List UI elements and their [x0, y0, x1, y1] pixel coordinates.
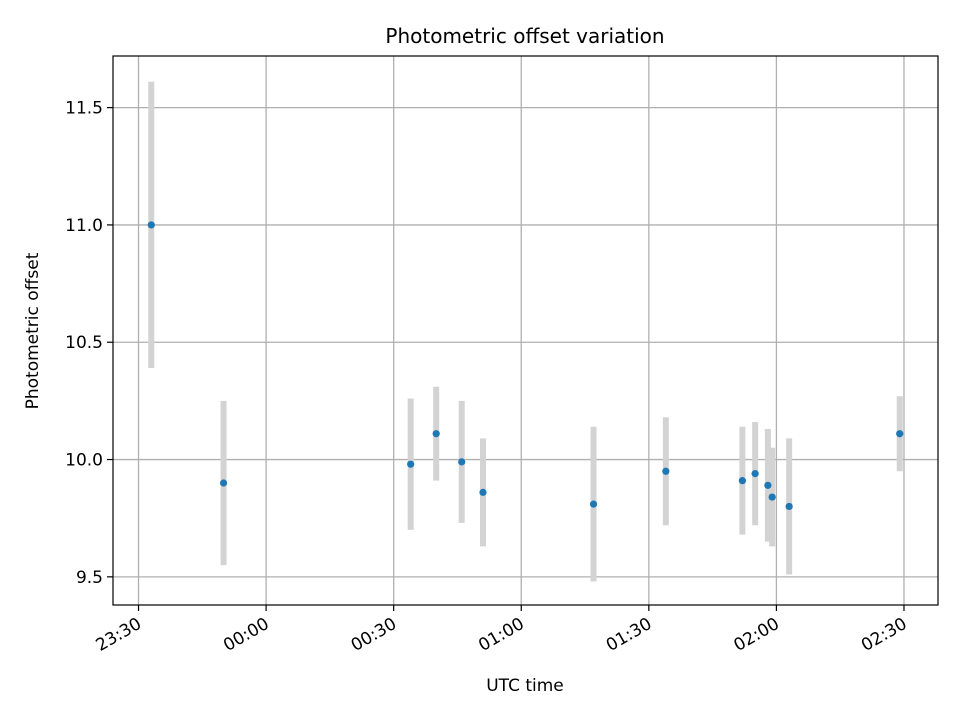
data-point — [768, 493, 776, 501]
y-tick-label: 10.0 — [65, 451, 103, 471]
data-point — [785, 502, 793, 511]
data-point — [147, 221, 155, 229]
y-axis-ticks: 9.5 10.0 10.5 11.0 11.5 — [65, 99, 113, 588]
grid-lines — [113, 56, 938, 605]
plot-area-frame — [112, 55, 939, 606]
data-point — [432, 430, 440, 438]
x-axis-title: UTC time — [486, 676, 564, 696]
data-point — [751, 470, 759, 478]
data-point — [458, 458, 466, 466]
chart-title: Photometric offset variation — [385, 24, 664, 48]
data-point — [479, 488, 487, 496]
data-point — [896, 430, 904, 438]
y-tick-label: 10.5 — [65, 333, 103, 353]
data-point — [738, 477, 746, 485]
y-axis-title: Photometric offset — [23, 252, 43, 409]
y-tick-label: 11.5 — [65, 99, 103, 119]
data-point — [589, 500, 598, 508]
data-points — [147, 221, 904, 511]
y-tick-label: 11.0 — [65, 216, 103, 236]
y-tick-label: 9.5 — [76, 568, 103, 588]
data-point — [219, 479, 228, 487]
data-point — [764, 481, 772, 489]
data-point — [407, 460, 415, 468]
data-point — [662, 467, 670, 475]
